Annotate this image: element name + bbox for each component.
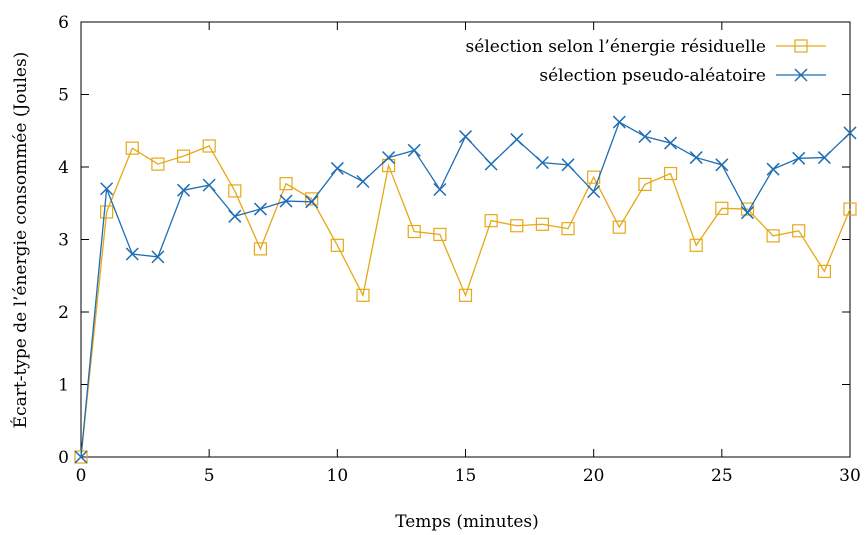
y-tick-label: 2: [58, 303, 69, 323]
data-point: [458, 130, 473, 144]
data-point: [612, 115, 626, 129]
y-axis: 0 1 2 3 4 5 6: [58, 13, 850, 468]
x-tick-label: 10: [327, 466, 349, 486]
x-tick-label: 20: [583, 466, 605, 486]
data-point: [740, 206, 754, 220]
x-axis: 0 5 10 15 20 25 30: [76, 22, 861, 486]
data-point: [305, 192, 319, 206]
data-point: [151, 250, 165, 264]
data-point: [561, 158, 575, 172]
plot-frame: [80, 21, 851, 458]
data-point: [817, 264, 831, 278]
x-axis-title: Temps (minutes): [395, 512, 539, 532]
series-1: [74, 139, 857, 464]
data-point: [125, 141, 139, 155]
data-point: [279, 194, 293, 208]
data-point: [407, 143, 421, 157]
data-point: [638, 130, 652, 144]
y-tick-label: 3: [58, 231, 69, 251]
x-tick-label: 15: [455, 466, 477, 486]
data-point: [228, 209, 242, 223]
data-point: [817, 151, 831, 165]
series-line: [80, 145, 851, 458]
data-point: [305, 195, 319, 209]
data-point: [202, 139, 216, 153]
data-point: [766, 162, 780, 176]
data-point: [561, 222, 575, 236]
data-point: [689, 151, 703, 165]
data-point: [74, 450, 88, 464]
y-axis-title: Écart-type de l’énergie consommée (Joule…: [10, 52, 31, 429]
data-point: [253, 242, 268, 256]
y-tick-label: 5: [58, 86, 69, 106]
data-point: [202, 178, 216, 192]
legend-label: sélection selon l’énergie résiduelle: [466, 37, 766, 57]
x-tick-label: 0: [76, 466, 87, 486]
data-point: [151, 157, 165, 171]
series-layer: [74, 115, 857, 464]
data-point: [715, 158, 729, 172]
plot-border: [80, 21, 851, 458]
legend-marker: [794, 68, 808, 82]
data-point: [535, 156, 549, 170]
y-tick-label: 0: [58, 448, 69, 468]
data-point: [715, 201, 729, 215]
data-point: [433, 182, 447, 197]
data-point: [176, 149, 191, 163]
data-point: [638, 177, 652, 191]
legend-label: sélection pseudo-aléatoire: [539, 66, 766, 86]
data-point: [279, 177, 293, 191]
data-point: [228, 184, 242, 198]
legend-marker: [794, 39, 808, 53]
data-point: [382, 158, 396, 173]
data-point: [510, 219, 524, 233]
data-point: [177, 183, 191, 197]
data-point: [330, 238, 344, 252]
data-point: [330, 161, 344, 175]
data-point: [433, 227, 447, 242]
data-point: [458, 288, 473, 302]
data-point: [612, 220, 626, 234]
data-point: [125, 247, 139, 261]
data-point: [766, 229, 780, 243]
x-tick-label: 25: [711, 466, 733, 486]
data-point: [484, 214, 498, 228]
data-point: [587, 185, 601, 199]
data-point: [253, 202, 267, 216]
data-point: [535, 217, 550, 231]
data-point: [356, 174, 370, 189]
series-2: [74, 115, 857, 464]
data-point: [740, 202, 755, 216]
data-point: [843, 126, 857, 140]
data-point: [510, 132, 524, 146]
data-point: [792, 224, 806, 238]
data-point: [792, 151, 806, 165]
data-point: [664, 136, 678, 150]
data-point: [407, 224, 421, 239]
data-point: [689, 238, 703, 252]
y-tick-label: 4: [58, 158, 69, 178]
x-tick-label: 30: [839, 466, 861, 486]
y-tick-label: 1: [58, 376, 69, 396]
data-point: [382, 151, 396, 165]
data-point: [843, 202, 857, 216]
data-point: [356, 288, 370, 302]
data-point: [100, 182, 114, 196]
data-point: [663, 166, 678, 181]
data-point: [484, 157, 498, 171]
y-tick-label: 6: [58, 13, 69, 33]
legend: sélection selon l’énergie résiduelle séle…: [466, 37, 826, 86]
data-point: [100, 205, 114, 219]
x-tick-label: 5: [204, 466, 215, 486]
